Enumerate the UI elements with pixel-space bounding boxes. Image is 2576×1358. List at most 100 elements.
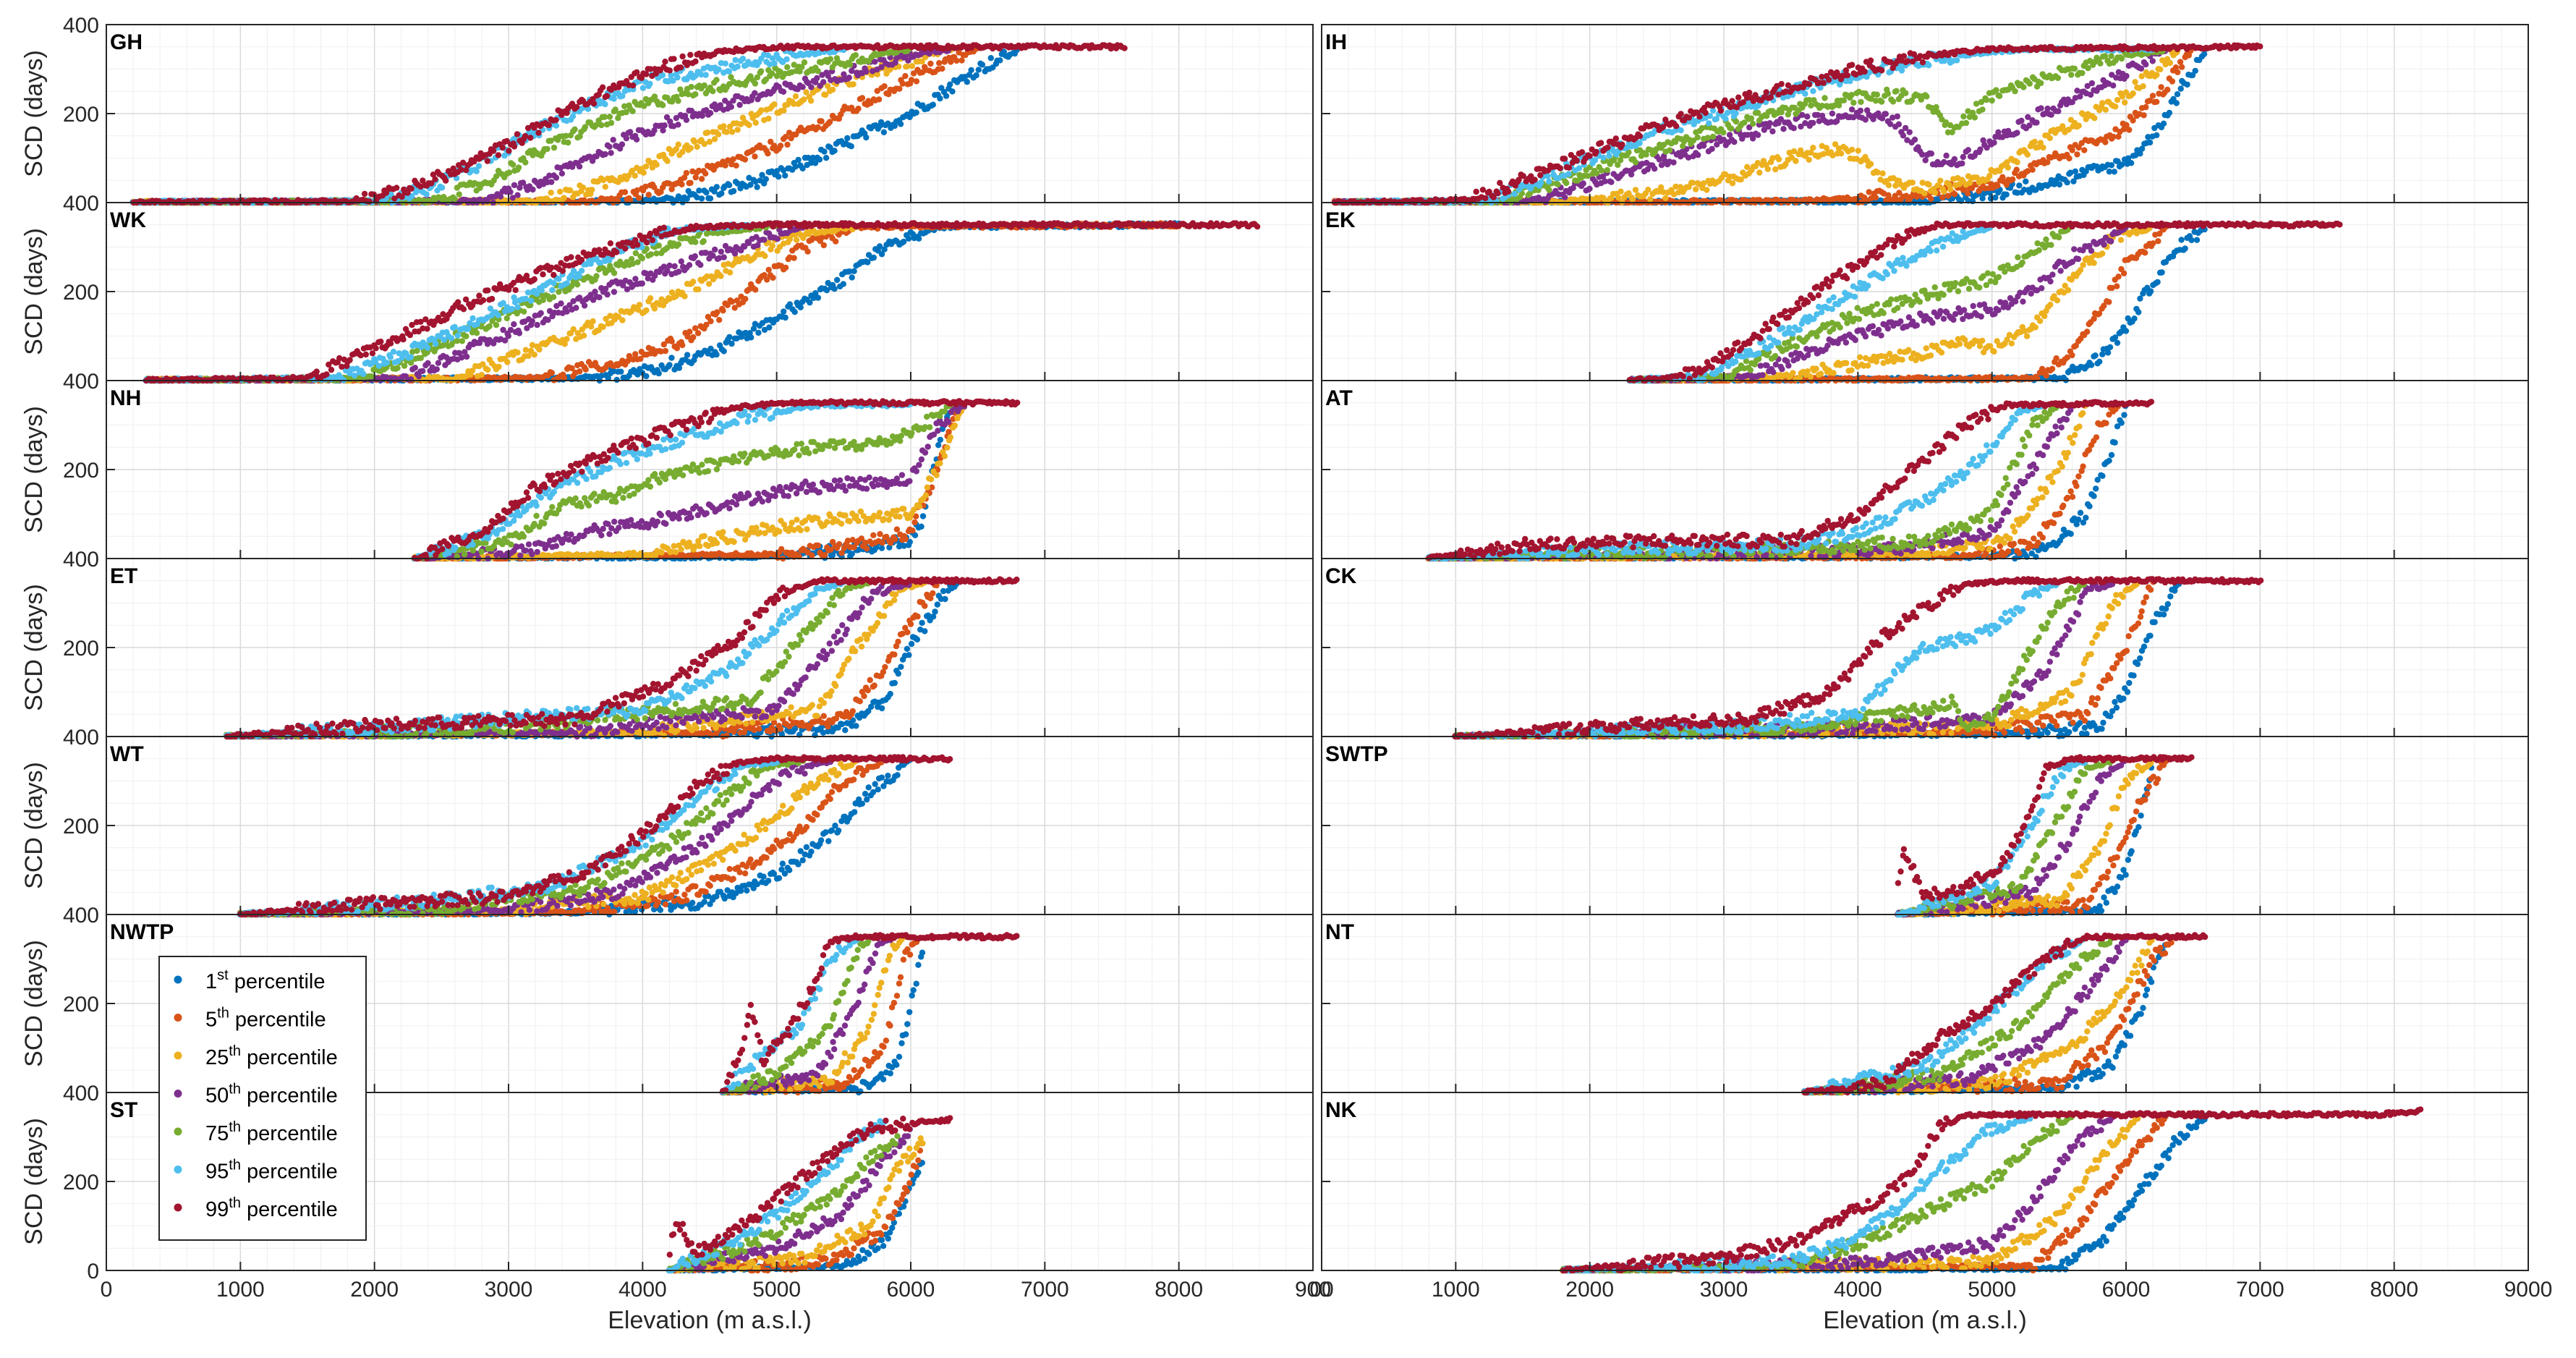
- point: [692, 59, 698, 64]
- point: [630, 82, 636, 88]
- point: [500, 145, 506, 150]
- point: [640, 85, 646, 91]
- point: [577, 164, 582, 169]
- point: [527, 135, 533, 140]
- point: [823, 155, 829, 161]
- point: [702, 171, 708, 177]
- point: [909, 63, 915, 69]
- point: [979, 61, 985, 67]
- point: [551, 145, 557, 150]
- point: [553, 117, 558, 123]
- point: [844, 135, 850, 141]
- point: [506, 148, 511, 153]
- point: [902, 73, 908, 79]
- point: [1121, 45, 1127, 51]
- point: [784, 64, 790, 70]
- point: [443, 178, 449, 184]
- point: [876, 96, 882, 102]
- point: [604, 93, 610, 98]
- point: [734, 64, 740, 69]
- point: [927, 61, 933, 67]
- point: [740, 56, 746, 61]
- point: [735, 127, 741, 132]
- point: [458, 166, 464, 172]
- point: [496, 152, 501, 158]
- point: [707, 139, 713, 145]
- point: [514, 192, 520, 198]
- point: [881, 83, 887, 89]
- point: [557, 189, 563, 195]
- point: [958, 57, 964, 63]
- point: [394, 184, 399, 190]
- point: [679, 54, 685, 59]
- point: [752, 90, 757, 96]
- panel-frame-1-2: [1322, 381, 2528, 559]
- point: [731, 188, 736, 194]
- point: [619, 141, 625, 147]
- point: [758, 107, 764, 113]
- point: [936, 60, 942, 66]
- point: [939, 66, 945, 72]
- point: [660, 102, 666, 108]
- point: [591, 101, 597, 106]
- point: [898, 121, 904, 127]
- point: [778, 143, 783, 148]
- point: [522, 159, 528, 165]
- point: [535, 130, 541, 135]
- point: [699, 176, 705, 182]
- point: [853, 52, 859, 58]
- panel-frame-1-5: [1322, 914, 2528, 1092]
- point: [964, 79, 970, 85]
- point: [771, 60, 777, 66]
- point: [485, 158, 490, 164]
- point: [490, 148, 496, 153]
- panel-frame-1-0: [1322, 25, 2528, 203]
- point: [781, 89, 786, 95]
- point: [775, 174, 781, 179]
- point: [675, 122, 681, 127]
- point: [896, 86, 902, 92]
- point: [646, 192, 652, 198]
- point: [815, 68, 821, 74]
- point: [705, 130, 710, 135]
- point: [664, 158, 670, 164]
- point: [678, 64, 684, 70]
- point: [702, 141, 707, 147]
- point: [713, 77, 719, 82]
- point: [362, 191, 367, 197]
- point: [553, 123, 559, 129]
- point: [408, 186, 414, 192]
- point: [714, 184, 720, 190]
- point: [831, 148, 837, 153]
- point: [676, 142, 681, 148]
- point: [574, 104, 579, 110]
- point: [611, 96, 617, 101]
- point: [641, 170, 647, 176]
- point: [684, 117, 689, 123]
- point: [742, 156, 748, 162]
- point: [567, 187, 573, 193]
- point: [863, 69, 869, 75]
- point: [808, 98, 814, 103]
- panel-frame-1-4: [1322, 737, 2528, 914]
- point: [765, 116, 771, 122]
- point: [679, 182, 684, 187]
- point: [718, 190, 724, 196]
- point: [814, 75, 820, 81]
- point: [763, 176, 769, 182]
- point: [603, 184, 608, 190]
- point: [746, 122, 752, 128]
- point: [511, 182, 517, 188]
- point: [988, 55, 994, 61]
- point: [622, 189, 628, 195]
- point: [817, 156, 822, 162]
- point: [715, 67, 721, 72]
- point: [634, 137, 639, 143]
- scd-elevation-figure: GH IHWK EKNH ATET CKWT SWTPNWTP NTST NK20040020…: [0, 0, 2576, 1358]
- point: [784, 142, 790, 148]
- point: [674, 75, 680, 80]
- point: [752, 153, 757, 159]
- point: [724, 129, 730, 135]
- point: [846, 75, 852, 80]
- point: [514, 131, 520, 137]
